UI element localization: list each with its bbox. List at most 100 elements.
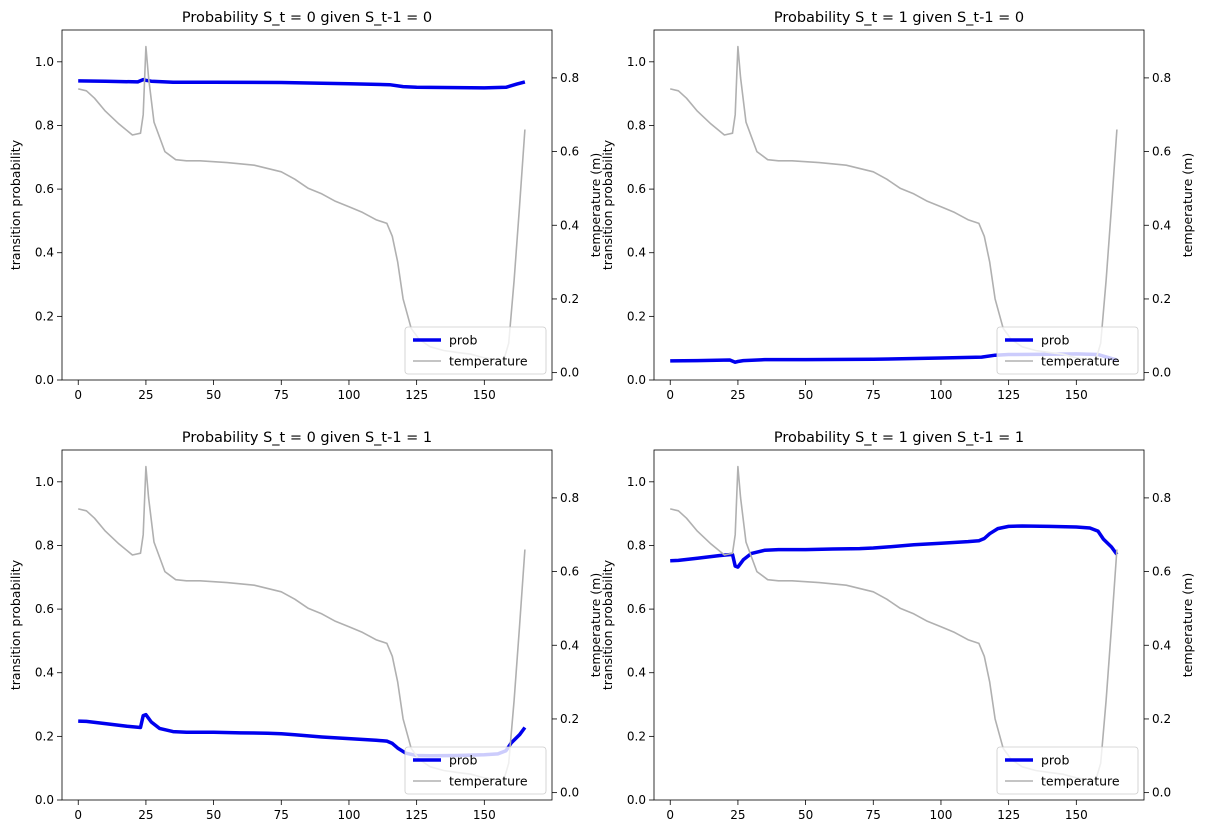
chart-title: Probability S_t = 0 given S_t-1 = 1 — [182, 430, 432, 446]
x-tick-label: 0 — [666, 808, 674, 822]
legend-label-temperature: temperature — [449, 774, 528, 789]
x-tick-label: 100 — [930, 808, 953, 822]
y2-tick-label: 0.6 — [1152, 565, 1171, 579]
y2-tick-label: 0.4 — [560, 638, 579, 652]
y-axis-label: transition probability — [600, 559, 615, 690]
x-tick-label: 100 — [338, 808, 361, 822]
x-tick-label: 75 — [274, 808, 289, 822]
x-tick-label: 25 — [730, 388, 745, 402]
x-tick-label: 125 — [405, 808, 428, 822]
y2-tick-label: 0.8 — [1152, 491, 1171, 505]
legend-label-prob: prob — [449, 753, 477, 768]
y-tick-label: 1.0 — [627, 475, 646, 489]
y-tick-label: 0.4 — [627, 666, 646, 680]
legend-label-temperature: temperature — [449, 354, 528, 369]
legend: prob temperature — [996, 746, 1139, 795]
x-tick-label: 75 — [866, 808, 881, 822]
y-tick-label: 0.8 — [35, 538, 54, 552]
x-tick-label: 75 — [866, 388, 881, 402]
y-tick-label: 0.0 — [35, 373, 54, 387]
y-tick-label: 0.0 — [35, 793, 54, 807]
y2-tick-label: 0.2 — [1152, 292, 1171, 306]
y2-tick-label: 0.2 — [1152, 712, 1171, 726]
x-tick-label: 125 — [997, 388, 1020, 402]
legend-label-prob: prob — [1041, 333, 1069, 348]
y2-tick-label: 0.0 — [560, 786, 579, 800]
chart-panel-1: Probability S_t = 0 given S_t-1 = 0 0 25 50… — [8, 10, 603, 402]
legend-label-prob: prob — [1041, 753, 1069, 768]
y-tick-label: 0.8 — [35, 118, 54, 132]
x-tick-label: 25 — [138, 388, 153, 402]
y-tick-label: 0.6 — [35, 182, 54, 196]
y-tick-label: 0.2 — [627, 729, 646, 743]
y2-tick-label: 0.4 — [1152, 638, 1171, 652]
y-tick-label: 0.2 — [627, 309, 646, 323]
y2-tick-label: 0.6 — [1152, 145, 1171, 159]
y2-tick-label: 0.2 — [560, 712, 579, 726]
y-tick-label: 0.0 — [627, 373, 646, 387]
x-tick-label: 150 — [473, 388, 496, 402]
chart-title: Probability S_t = 1 given S_t-1 = 1 — [774, 430, 1024, 446]
y2-tick-label: 0.8 — [560, 71, 579, 85]
x-tick-label: 150 — [1065, 808, 1088, 822]
y2-tick-label: 0.6 — [560, 145, 579, 159]
x-tick-label: 100 — [930, 388, 953, 402]
x-tick-label: 100 — [338, 388, 361, 402]
axes-frame — [653, 29, 1145, 381]
y-tick-label: 1.0 — [627, 55, 646, 69]
legend-label-temperature: temperature — [1041, 774, 1120, 789]
y2-axis-label: temperature (m) — [1180, 153, 1195, 257]
y-axis-label: transition probability — [600, 139, 615, 270]
y2-tick-label: 0.0 — [560, 366, 579, 380]
y2-tick-label: 0.6 — [560, 565, 579, 579]
x-tick-label: 25 — [730, 808, 745, 822]
y-tick-label: 0.6 — [627, 602, 646, 616]
y-tick-label: 0.4 — [35, 666, 54, 680]
x-tick-label: 75 — [274, 388, 289, 402]
series-line-temperature — [78, 45, 526, 363]
y-axis-label: transition probability — [8, 559, 23, 690]
y2-tick-label: 0.0 — [1152, 786, 1171, 800]
x-tick-label: 0 — [666, 388, 674, 402]
x-tick-label: 50 — [798, 388, 813, 402]
series-line-prob — [78, 77, 526, 90]
legend: prob temperature — [996, 326, 1139, 375]
x-tick-label: 50 — [798, 808, 813, 822]
y-tick-label: 0.0 — [627, 793, 646, 807]
y2-axis-label: temperature (m) — [1180, 573, 1195, 677]
axes-frame — [653, 449, 1145, 801]
y2-axis-label: temperature (m) — [588, 153, 603, 257]
legend-label-prob: prob — [449, 333, 477, 348]
y2-tick-label: 0.0 — [1152, 366, 1171, 380]
y-tick-label: 1.0 — [35, 475, 54, 489]
y-tick-label: 0.6 — [627, 182, 646, 196]
series-line-temperature — [670, 45, 1118, 363]
y-tick-label: 0.2 — [35, 729, 54, 743]
series-line-temperature — [670, 465, 1118, 783]
y-tick-label: 0.6 — [35, 602, 54, 616]
x-tick-label: 125 — [405, 388, 428, 402]
x-tick-label: 125 — [997, 808, 1020, 822]
y2-tick-label: 0.8 — [560, 491, 579, 505]
x-tick-label: 150 — [1065, 388, 1088, 402]
y-tick-label: 0.8 — [627, 118, 646, 132]
series-line-prob — [670, 524, 1119, 569]
x-tick-label: 50 — [206, 388, 221, 402]
y-tick-label: 1.0 — [35, 55, 54, 69]
y2-tick-label: 0.4 — [560, 218, 579, 232]
axes-frame — [61, 29, 553, 381]
chart-panel-2: Probability S_t = 1 given S_t-1 = 0 0 25 50… — [600, 10, 1195, 402]
y2-tick-label: 0.8 — [1152, 71, 1171, 85]
legend: prob temperature — [404, 326, 547, 375]
chart-panel-4: Probability S_t = 1 given S_t-1 = 1 0 25 50… — [600, 430, 1195, 822]
y2-axis-label: temperature (m) — [588, 573, 603, 677]
y-tick-label: 0.4 — [627, 246, 646, 260]
x-tick-label: 0 — [74, 808, 82, 822]
x-tick-label: 50 — [206, 808, 221, 822]
legend-label-temperature: temperature — [1041, 354, 1120, 369]
legend: prob temperature — [404, 746, 547, 795]
chart-title: Probability S_t = 0 given S_t-1 = 0 — [182, 10, 432, 26]
axes-frame — [61, 449, 553, 801]
y-axis-label: transition probability — [8, 139, 23, 270]
